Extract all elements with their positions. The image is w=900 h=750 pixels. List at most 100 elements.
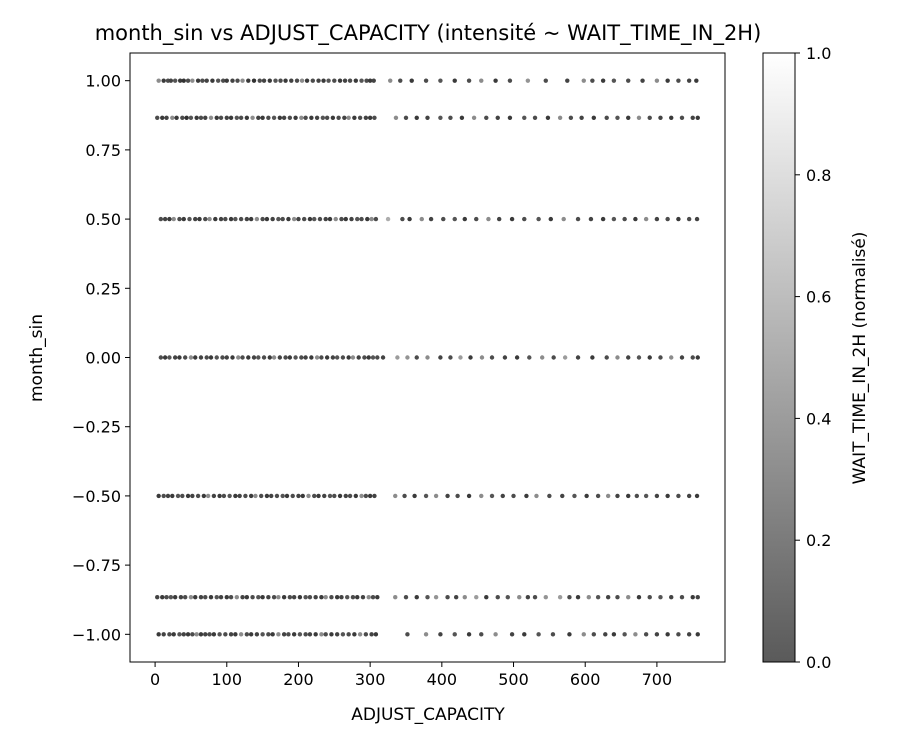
data-point [246, 78, 251, 83]
data-point [240, 355, 245, 360]
data-point [233, 493, 238, 499]
data-point [160, 595, 165, 600]
data-point [316, 493, 321, 499]
data-point [633, 632, 638, 637]
data-point [172, 78, 178, 83]
data-point [213, 216, 218, 222]
data-point [595, 493, 601, 499]
data-point [244, 632, 250, 637]
data-point [238, 216, 244, 222]
data-point [350, 595, 356, 600]
data-point [250, 115, 255, 120]
data-point [158, 355, 164, 360]
data-point [414, 115, 419, 120]
data-point [260, 216, 265, 222]
data-point [306, 493, 311, 499]
data-point [256, 115, 261, 120]
data-point [342, 78, 348, 83]
x-tick-label: 200 [283, 670, 314, 689]
data-point [194, 115, 199, 120]
data-point [228, 595, 234, 600]
y-axis-ticks: 1.00 0.75 0.50 0.25 0.00 −0.25 −0.50 −0.75 −1.00 [72, 72, 130, 644]
data-point [198, 595, 204, 600]
data-point [214, 355, 219, 360]
data-point [208, 115, 214, 120]
data-point [161, 78, 166, 83]
data-point [244, 216, 250, 222]
data-point [634, 493, 640, 499]
data-point [307, 216, 313, 222]
data-point [690, 115, 695, 120]
data-point [352, 115, 357, 120]
data-point [266, 115, 271, 120]
data-point [522, 632, 527, 637]
data-point [253, 493, 258, 499]
data-point [643, 493, 649, 499]
data-point [654, 216, 660, 222]
data-point [211, 632, 217, 637]
data-point [323, 216, 328, 222]
data-point [256, 355, 261, 360]
data-point [266, 595, 271, 600]
data-point [695, 632, 700, 637]
data-point [590, 355, 595, 360]
data-point [686, 493, 692, 499]
data-point [224, 78, 229, 83]
data-point [605, 595, 611, 600]
data-point [248, 632, 254, 637]
data-point [228, 632, 234, 637]
data-point [643, 216, 649, 222]
data-point [686, 78, 692, 83]
data-point [342, 115, 347, 120]
data-point [178, 595, 184, 600]
data-point [522, 115, 527, 120]
data-point [658, 115, 663, 120]
data-point [323, 632, 328, 637]
data-point [224, 115, 229, 120]
data-point [433, 595, 439, 600]
data-point [284, 493, 290, 499]
data-point [466, 78, 472, 83]
data-point [581, 78, 586, 83]
data-point [248, 493, 254, 499]
data-point [182, 595, 188, 600]
data-point [198, 115, 204, 120]
data-point [174, 115, 179, 120]
data-point [180, 115, 185, 120]
colorbar-tick-label: 0.4 [806, 409, 831, 428]
data-point [636, 115, 642, 120]
data-point [423, 493, 429, 499]
data-point [326, 78, 331, 83]
data-point [575, 216, 581, 222]
data-point [290, 493, 295, 499]
data-point [493, 78, 498, 83]
data-point [565, 78, 570, 83]
data-point [568, 115, 574, 120]
data-point [237, 493, 242, 499]
data-point [557, 595, 563, 600]
data-point [182, 355, 188, 360]
data-point [188, 355, 194, 360]
data-point [337, 78, 343, 83]
data-point [254, 216, 260, 222]
data-point [312, 216, 317, 222]
data-point [370, 595, 376, 600]
data-point [248, 216, 254, 222]
colorbar-label: WAIT_TIME_IN_2H (normalisé) [850, 232, 870, 485]
data-point [393, 595, 398, 600]
data-point [339, 216, 344, 222]
data-point [452, 632, 457, 637]
data-point [366, 595, 371, 600]
data-point [400, 216, 405, 222]
data-point [233, 632, 238, 637]
data-point [260, 115, 265, 120]
data-point [355, 216, 360, 222]
data-point [180, 493, 185, 499]
data-point [484, 595, 489, 600]
data-point [330, 355, 336, 360]
data-point [220, 78, 226, 83]
colorbar-tick-label: 1.0 [806, 44, 831, 63]
data-point [177, 78, 183, 83]
data-point [155, 595, 160, 600]
data-point [458, 355, 463, 360]
